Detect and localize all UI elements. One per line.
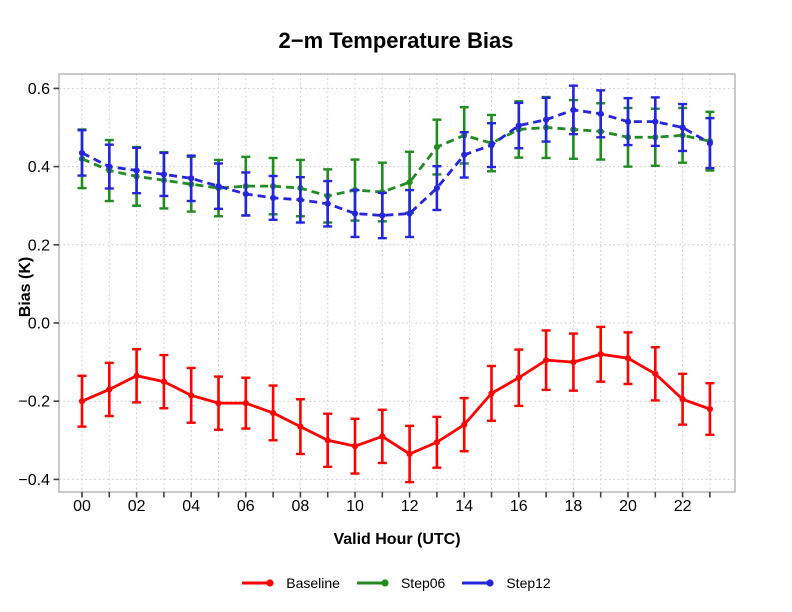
x-tick-label: 10 [346,498,364,515]
y-axis-title: Bias (K) [17,256,34,318]
legend-label: Step06 [400,575,446,591]
x-tick-label: 14 [455,498,473,515]
x-tick-label: 02 [128,498,146,515]
y-axis: 0.6 0.4 0.2 0.0 −0.2 −0.4 [18,81,59,489]
legend-label: Baseline [286,575,340,591]
x-tick-label: 22 [674,498,692,515]
legend-item-step06: Step06 [356,575,445,591]
legend-line-icon [242,579,274,587]
x-tick-label: 08 [292,498,310,515]
y-tick-label: −0.2 [18,394,50,411]
x-tick-label: 16 [510,498,528,515]
plot-panel-border [58,73,736,493]
legend-item-baseline: Baseline [241,575,340,591]
series-baseline [77,325,715,484]
gridlines [59,74,735,492]
y-tick-label: 0.2 [28,237,50,254]
x-tick-label: 00 [73,498,91,515]
x-tick-label: 18 [565,498,583,515]
y-tick-label: 0.4 [28,159,50,176]
x-axis-title: Valid Hour (UTC) [333,531,461,548]
legend-label: Step12 [506,575,551,591]
legend-line-icon [462,579,494,587]
x-tick-label: 20 [619,498,637,515]
series-step06 [77,95,715,224]
legend-item-step12: Step12 [461,575,551,591]
legend: Baseline Step06 Step12 [0,570,792,596]
y-tick-label: 0.6 [28,81,50,98]
y-tick-label: 0.0 [28,316,50,333]
chart-title: 2−m Temperature Bias [278,28,514,53]
x-axis: 00 02 04 06 08 10 12 14 16 18 20 22 [73,492,711,515]
series-step12 [77,84,715,240]
legend-line-icon [356,579,389,587]
x-tick-label: 12 [401,498,419,515]
x-tick-label: 06 [237,498,255,515]
x-tick-label: 04 [182,498,200,515]
y-tick-label: −0.4 [18,472,50,489]
